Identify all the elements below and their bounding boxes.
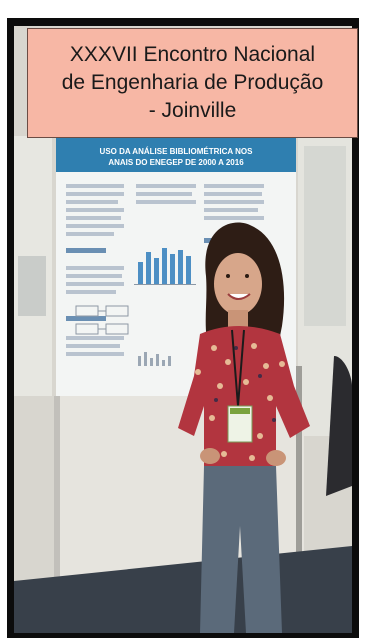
poster-title-line2: ANAIS DO ENEGEP DE 2000 A 2016 <box>108 158 244 167</box>
patterned-blouse <box>178 326 310 474</box>
poster-diagram <box>75 305 129 335</box>
poster-title-banner <box>56 138 296 172</box>
caption-line-2: de Engenharia de Produção <box>61 71 324 94</box>
poster-bar-chart <box>138 248 191 284</box>
jeans <box>200 466 282 633</box>
event-caption-box: XXXVII Encontro Nacional de Engenharia d… <box>27 28 358 138</box>
poster-text-blocks <box>66 184 264 356</box>
face <box>214 253 262 315</box>
caption-line-1: XXXVII Encontro Nacional <box>69 43 316 66</box>
caption-line-3: - Joinville <box>148 99 237 122</box>
poster-title-line1: USO DA ANÁLISE BIBLIOMÉTRICA NOS <box>100 147 254 156</box>
